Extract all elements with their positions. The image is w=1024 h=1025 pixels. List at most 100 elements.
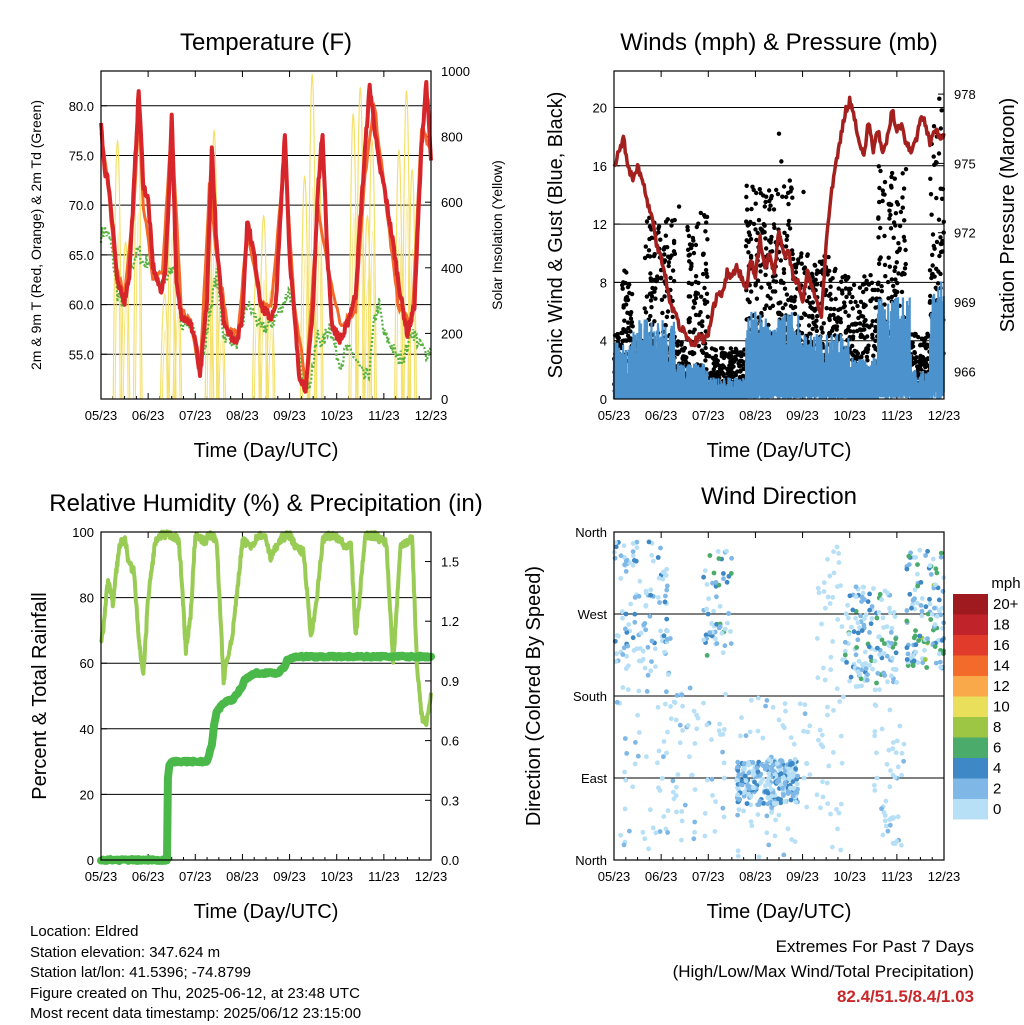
direction-point xyxy=(674,809,679,815)
direction-point xyxy=(725,620,730,626)
direction-point xyxy=(916,638,921,643)
direction-point xyxy=(630,635,636,641)
gust-point xyxy=(713,364,718,369)
direction-point xyxy=(927,563,933,569)
gust-point xyxy=(655,274,660,279)
direction-point xyxy=(630,553,636,559)
y-tick-label: 20 xyxy=(593,100,607,115)
gust-point xyxy=(843,277,849,283)
gust-point xyxy=(807,331,812,336)
direction-point xyxy=(623,666,629,672)
gust-point xyxy=(671,240,677,246)
direction-point xyxy=(887,605,892,611)
direction-point xyxy=(877,687,882,692)
direction-point xyxy=(691,836,697,842)
gust-point xyxy=(662,245,667,250)
gust-point xyxy=(784,194,789,200)
direction-point xyxy=(827,601,833,606)
gust-point xyxy=(877,199,882,205)
direction-point xyxy=(932,622,938,628)
direction-point xyxy=(848,674,854,680)
direction-point xyxy=(817,727,823,733)
direction-point xyxy=(661,633,667,639)
gust-point xyxy=(847,291,852,296)
panel-title: Temperature (F) xyxy=(180,29,352,56)
direction-point xyxy=(652,646,658,652)
legend-swatch xyxy=(953,594,988,615)
direction-point xyxy=(680,728,685,733)
gust-point xyxy=(775,191,781,197)
direction-point xyxy=(801,775,807,781)
legend-label: 10 xyxy=(993,699,1010,716)
gust-point xyxy=(902,271,907,277)
direction-point xyxy=(877,591,883,597)
direction-point xyxy=(613,659,619,664)
gust-point xyxy=(782,230,787,235)
direction-point xyxy=(623,611,629,617)
direction-point xyxy=(707,553,713,558)
solar-mark xyxy=(364,279,371,400)
direction-point xyxy=(802,711,808,717)
direction-point xyxy=(614,699,620,705)
direction-point xyxy=(661,754,666,760)
direction-point xyxy=(910,597,916,603)
gust-point xyxy=(687,350,693,355)
y-tick-label: East xyxy=(581,771,607,786)
direction-point xyxy=(887,817,892,822)
direction-point xyxy=(738,733,743,739)
direction-point xyxy=(929,611,935,617)
direction-point xyxy=(658,545,663,551)
direction-point xyxy=(802,702,808,708)
gust-point xyxy=(703,267,709,273)
x-axis-label: Time (Day/UTC) xyxy=(194,440,339,462)
direction-point xyxy=(859,594,865,600)
direction-point xyxy=(764,813,770,819)
gust-point xyxy=(894,200,900,205)
direction-point xyxy=(670,778,676,784)
pressure-series xyxy=(612,95,946,348)
y-tick-label: 60.0 xyxy=(69,298,94,313)
gust-point xyxy=(627,290,632,296)
gust-point xyxy=(877,257,882,262)
gust-point xyxy=(624,338,629,343)
humidity-precip-panel: Relative Humidity (%) & Precipitation (i… xyxy=(29,490,483,923)
gust-point xyxy=(918,353,923,359)
gust-point xyxy=(876,164,881,169)
direction-point xyxy=(720,749,725,755)
gust-point xyxy=(887,216,892,221)
y-tick-label: 100 xyxy=(72,525,94,540)
y-tick-label: 75.0 xyxy=(69,148,94,163)
gust-point xyxy=(815,268,820,273)
gust-point xyxy=(663,322,668,328)
direction-point xyxy=(744,801,750,806)
direction-point xyxy=(673,793,679,798)
direction-point xyxy=(862,649,868,655)
direction-point xyxy=(659,776,665,781)
gust-point xyxy=(679,340,684,345)
gust-point xyxy=(864,346,869,351)
direction-point xyxy=(701,574,706,580)
direction-point xyxy=(913,642,919,648)
direction-point xyxy=(750,760,756,765)
gust-point xyxy=(727,355,732,360)
direction-point xyxy=(729,555,734,561)
wind-mark xyxy=(848,357,879,399)
y-axis-label: Sonic Wind & Gust (Blue, Black) xyxy=(545,92,567,379)
gust-point xyxy=(764,303,769,308)
y2-tick-label: 969 xyxy=(954,295,976,310)
direction-point xyxy=(742,773,748,779)
gust-point xyxy=(860,327,865,332)
y-tick-label: 40 xyxy=(80,722,94,737)
gust-point xyxy=(791,299,797,304)
gust-point xyxy=(824,306,829,311)
direction-point xyxy=(939,638,945,643)
direction-point xyxy=(623,777,629,783)
direction-point xyxy=(836,551,842,556)
gust-point xyxy=(669,223,674,228)
gust-point xyxy=(759,227,764,232)
gust-point xyxy=(702,214,708,219)
direction-point xyxy=(648,592,654,598)
gust-point xyxy=(834,327,839,332)
x-tick-label: 12/23 xyxy=(928,869,961,884)
gust-point xyxy=(704,291,710,296)
